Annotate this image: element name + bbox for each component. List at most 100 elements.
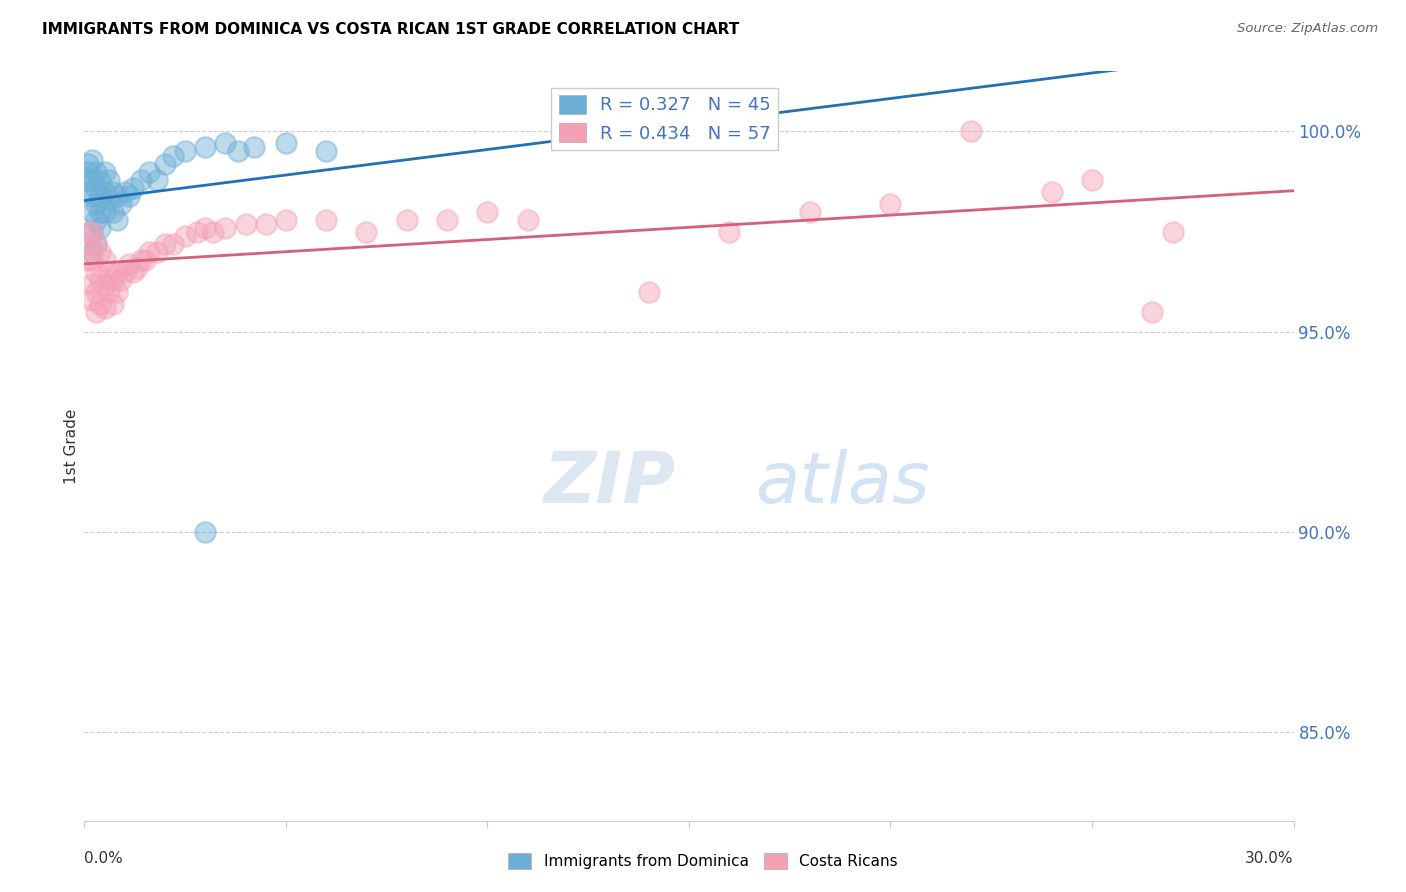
Point — [89, 204, 111, 219]
Point — [101, 297, 124, 311]
Point — [82, 225, 104, 239]
Point — [82, 153, 104, 167]
Point — [77, 252, 100, 267]
Point — [146, 172, 169, 186]
Point — [82, 293, 104, 307]
Point — [129, 252, 152, 267]
Point — [194, 525, 217, 540]
Point — [162, 236, 184, 251]
Point — [97, 172, 120, 186]
Point — [274, 136, 297, 151]
Point — [118, 188, 141, 202]
Point — [214, 220, 236, 235]
Point — [89, 273, 111, 287]
Point — [395, 212, 418, 227]
Point — [82, 244, 104, 259]
Point — [138, 164, 160, 178]
Point — [186, 225, 208, 239]
Text: Source: ZipAtlas.com: Source: ZipAtlas.com — [1237, 22, 1378, 36]
Point — [86, 164, 108, 178]
Point — [718, 225, 741, 239]
Y-axis label: 1st Grade: 1st Grade — [63, 409, 79, 483]
Point — [93, 204, 115, 219]
Point — [89, 172, 111, 186]
Point — [82, 225, 104, 239]
Point — [1040, 185, 1063, 199]
Point — [174, 228, 197, 243]
Point — [194, 140, 217, 154]
Point — [77, 236, 100, 251]
Point — [315, 145, 337, 159]
Point — [97, 265, 120, 279]
Point — [1081, 172, 1104, 186]
Text: 30.0%: 30.0% — [1246, 851, 1294, 866]
Point — [82, 188, 104, 202]
Point — [82, 172, 104, 186]
Point — [477, 204, 499, 219]
Point — [97, 193, 120, 207]
Point — [516, 212, 538, 227]
Point — [105, 212, 128, 227]
Point — [235, 217, 257, 231]
Point — [274, 212, 297, 227]
Point — [110, 196, 132, 211]
Point — [129, 172, 152, 186]
Point — [93, 185, 115, 199]
Point — [86, 236, 108, 251]
Point — [101, 185, 124, 199]
Point — [114, 265, 136, 279]
Point — [86, 236, 108, 251]
Text: 0.0%: 0.0% — [84, 851, 124, 866]
Point — [174, 145, 197, 159]
Point — [77, 156, 100, 170]
Point — [118, 257, 141, 271]
Point — [315, 212, 337, 227]
Point — [121, 180, 143, 194]
Point — [86, 180, 108, 194]
Point — [436, 212, 458, 227]
Point — [86, 265, 108, 279]
Point — [125, 260, 148, 275]
Point — [202, 225, 225, 239]
Point — [77, 185, 100, 199]
Legend: R = 0.327   N = 45, R = 0.434   N = 57: R = 0.327 N = 45, R = 0.434 N = 57 — [551, 88, 778, 150]
Point — [105, 188, 128, 202]
Point — [89, 297, 111, 311]
Point — [194, 220, 217, 235]
Point — [242, 140, 264, 154]
Text: ZIP: ZIP — [544, 449, 676, 518]
Text: atlas: atlas — [755, 449, 929, 518]
Text: IMMIGRANTS FROM DOMINICA VS COSTA RICAN 1ST GRADE CORRELATION CHART: IMMIGRANTS FROM DOMINICA VS COSTA RICAN … — [42, 22, 740, 37]
Point — [86, 305, 108, 319]
Point — [153, 156, 176, 170]
Point — [637, 285, 659, 299]
Legend: Immigrants from Dominica, Costa Ricans: Immigrants from Dominica, Costa Ricans — [502, 847, 904, 875]
Point — [254, 217, 277, 231]
Point — [89, 244, 111, 259]
Point — [1142, 305, 1164, 319]
Point — [86, 196, 108, 211]
Point — [114, 185, 136, 199]
Point — [101, 204, 124, 219]
Point — [110, 273, 132, 287]
Point — [93, 252, 115, 267]
Point — [86, 212, 108, 227]
Point — [93, 301, 115, 315]
Point — [146, 244, 169, 259]
Point — [799, 204, 821, 219]
Point — [77, 172, 100, 186]
Point — [960, 124, 983, 138]
Point — [105, 265, 128, 279]
Point — [356, 225, 378, 239]
Point — [89, 188, 111, 202]
Point — [82, 204, 104, 219]
Point — [82, 252, 104, 267]
Point — [138, 244, 160, 259]
Point — [1161, 225, 1184, 239]
Point — [82, 277, 104, 291]
Point — [101, 273, 124, 287]
Point — [214, 136, 236, 151]
Point — [105, 285, 128, 299]
Point — [89, 220, 111, 235]
Point — [86, 285, 108, 299]
